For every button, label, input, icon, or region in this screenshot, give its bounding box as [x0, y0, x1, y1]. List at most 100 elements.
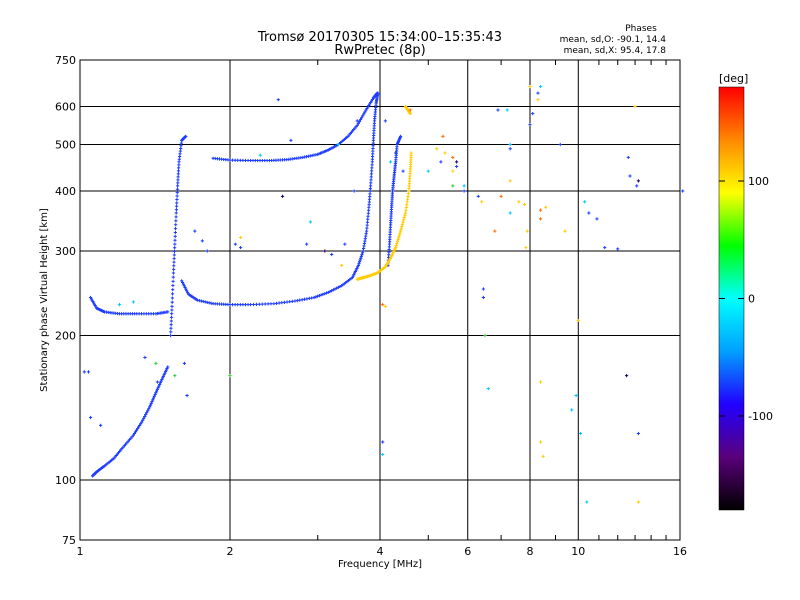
data-point	[155, 387, 159, 392]
data-series	[82, 85, 685, 504]
data-point	[508, 211, 512, 215]
data-point	[383, 304, 387, 308]
data-point	[172, 256, 176, 261]
data-point	[401, 220, 405, 224]
data-point	[169, 319, 173, 323]
data-point	[443, 151, 447, 155]
data-point	[370, 160, 374, 164]
data-point	[169, 333, 173, 338]
data-point	[233, 242, 237, 246]
data-point	[369, 178, 373, 182]
data-point	[493, 229, 497, 233]
data-point	[184, 287, 188, 291]
data-point	[395, 239, 400, 244]
data-point	[174, 208, 179, 212]
data-point	[394, 243, 398, 248]
data-point	[153, 392, 157, 397]
series-group	[381, 108, 543, 307]
data-point	[336, 142, 340, 147]
data-point	[528, 85, 532, 89]
data-point	[396, 237, 400, 241]
data-point	[360, 253, 364, 257]
y-tick-label: 100	[55, 474, 76, 487]
data-point	[357, 119, 362, 124]
y-tick-label: 750	[55, 54, 76, 67]
data-point	[409, 151, 413, 155]
data-point	[263, 302, 267, 306]
data-point	[138, 423, 142, 428]
data-point	[587, 211, 591, 215]
data-point	[257, 302, 261, 306]
data-point	[370, 169, 374, 173]
data-point	[308, 220, 313, 224]
data-point	[636, 431, 640, 436]
data-point	[435, 147, 439, 151]
data-point	[228, 374, 232, 378]
data-point	[173, 374, 177, 378]
data-point	[175, 187, 180, 191]
data-point	[381, 440, 385, 444]
data-point	[370, 163, 374, 167]
data-point	[343, 242, 347, 246]
data-point	[132, 431, 137, 436]
data-point	[333, 287, 337, 291]
data-point	[117, 302, 122, 307]
data-point	[319, 293, 323, 297]
grid-lines	[80, 60, 680, 540]
data-point	[400, 225, 404, 229]
data-point	[476, 194, 480, 198]
data-point	[400, 222, 405, 226]
data-point	[681, 189, 685, 193]
data-point	[355, 123, 359, 128]
data-point	[616, 247, 620, 251]
data-point	[603, 245, 607, 250]
data-point	[176, 172, 180, 176]
data-point	[538, 440, 543, 444]
y-tick-label: 300	[55, 245, 76, 258]
data-point	[175, 191, 179, 195]
data-point	[139, 422, 143, 426]
data-point	[366, 217, 370, 221]
data-point	[179, 144, 183, 148]
data-point	[249, 302, 253, 307]
data-point	[148, 405, 152, 409]
data-point	[496, 108, 500, 112]
data-point	[155, 389, 159, 393]
data-point	[157, 384, 161, 388]
data-point	[402, 218, 406, 222]
data-point	[397, 235, 401, 239]
data-point	[146, 409, 150, 413]
data-point	[366, 214, 370, 218]
data-point	[633, 104, 637, 109]
data-point	[143, 414, 147, 419]
data-point	[368, 194, 372, 199]
data-point	[172, 267, 176, 271]
data-point	[439, 160, 443, 164]
data-point	[158, 381, 162, 385]
colorbar-ticks: 100 0 -100	[719, 175, 773, 423]
data-point	[367, 205, 371, 209]
data-point	[150, 400, 154, 404]
data-point	[169, 315, 174, 319]
data-point	[182, 361, 186, 365]
data-point	[361, 114, 365, 118]
data-point	[394, 245, 398, 250]
data-point	[370, 157, 375, 161]
data-point	[326, 290, 330, 294]
data-point	[403, 211, 408, 215]
data-point	[536, 91, 540, 95]
phases-o-stats: mean, sd,O: -90.1, 14.4	[560, 35, 667, 45]
data-point	[356, 121, 360, 126]
x-tick-label: 16	[673, 545, 687, 558]
data-point	[358, 118, 363, 122]
data-point	[508, 142, 512, 147]
data-point	[86, 370, 91, 374]
data-point	[317, 293, 322, 298]
data-point	[636, 179, 640, 183]
data-point	[578, 431, 583, 436]
data-point	[368, 189, 372, 193]
colorbar-tick-label: 100	[748, 175, 769, 188]
data-point	[528, 123, 532, 127]
data-point	[359, 254, 363, 259]
y-tick-label: 75	[62, 534, 76, 547]
